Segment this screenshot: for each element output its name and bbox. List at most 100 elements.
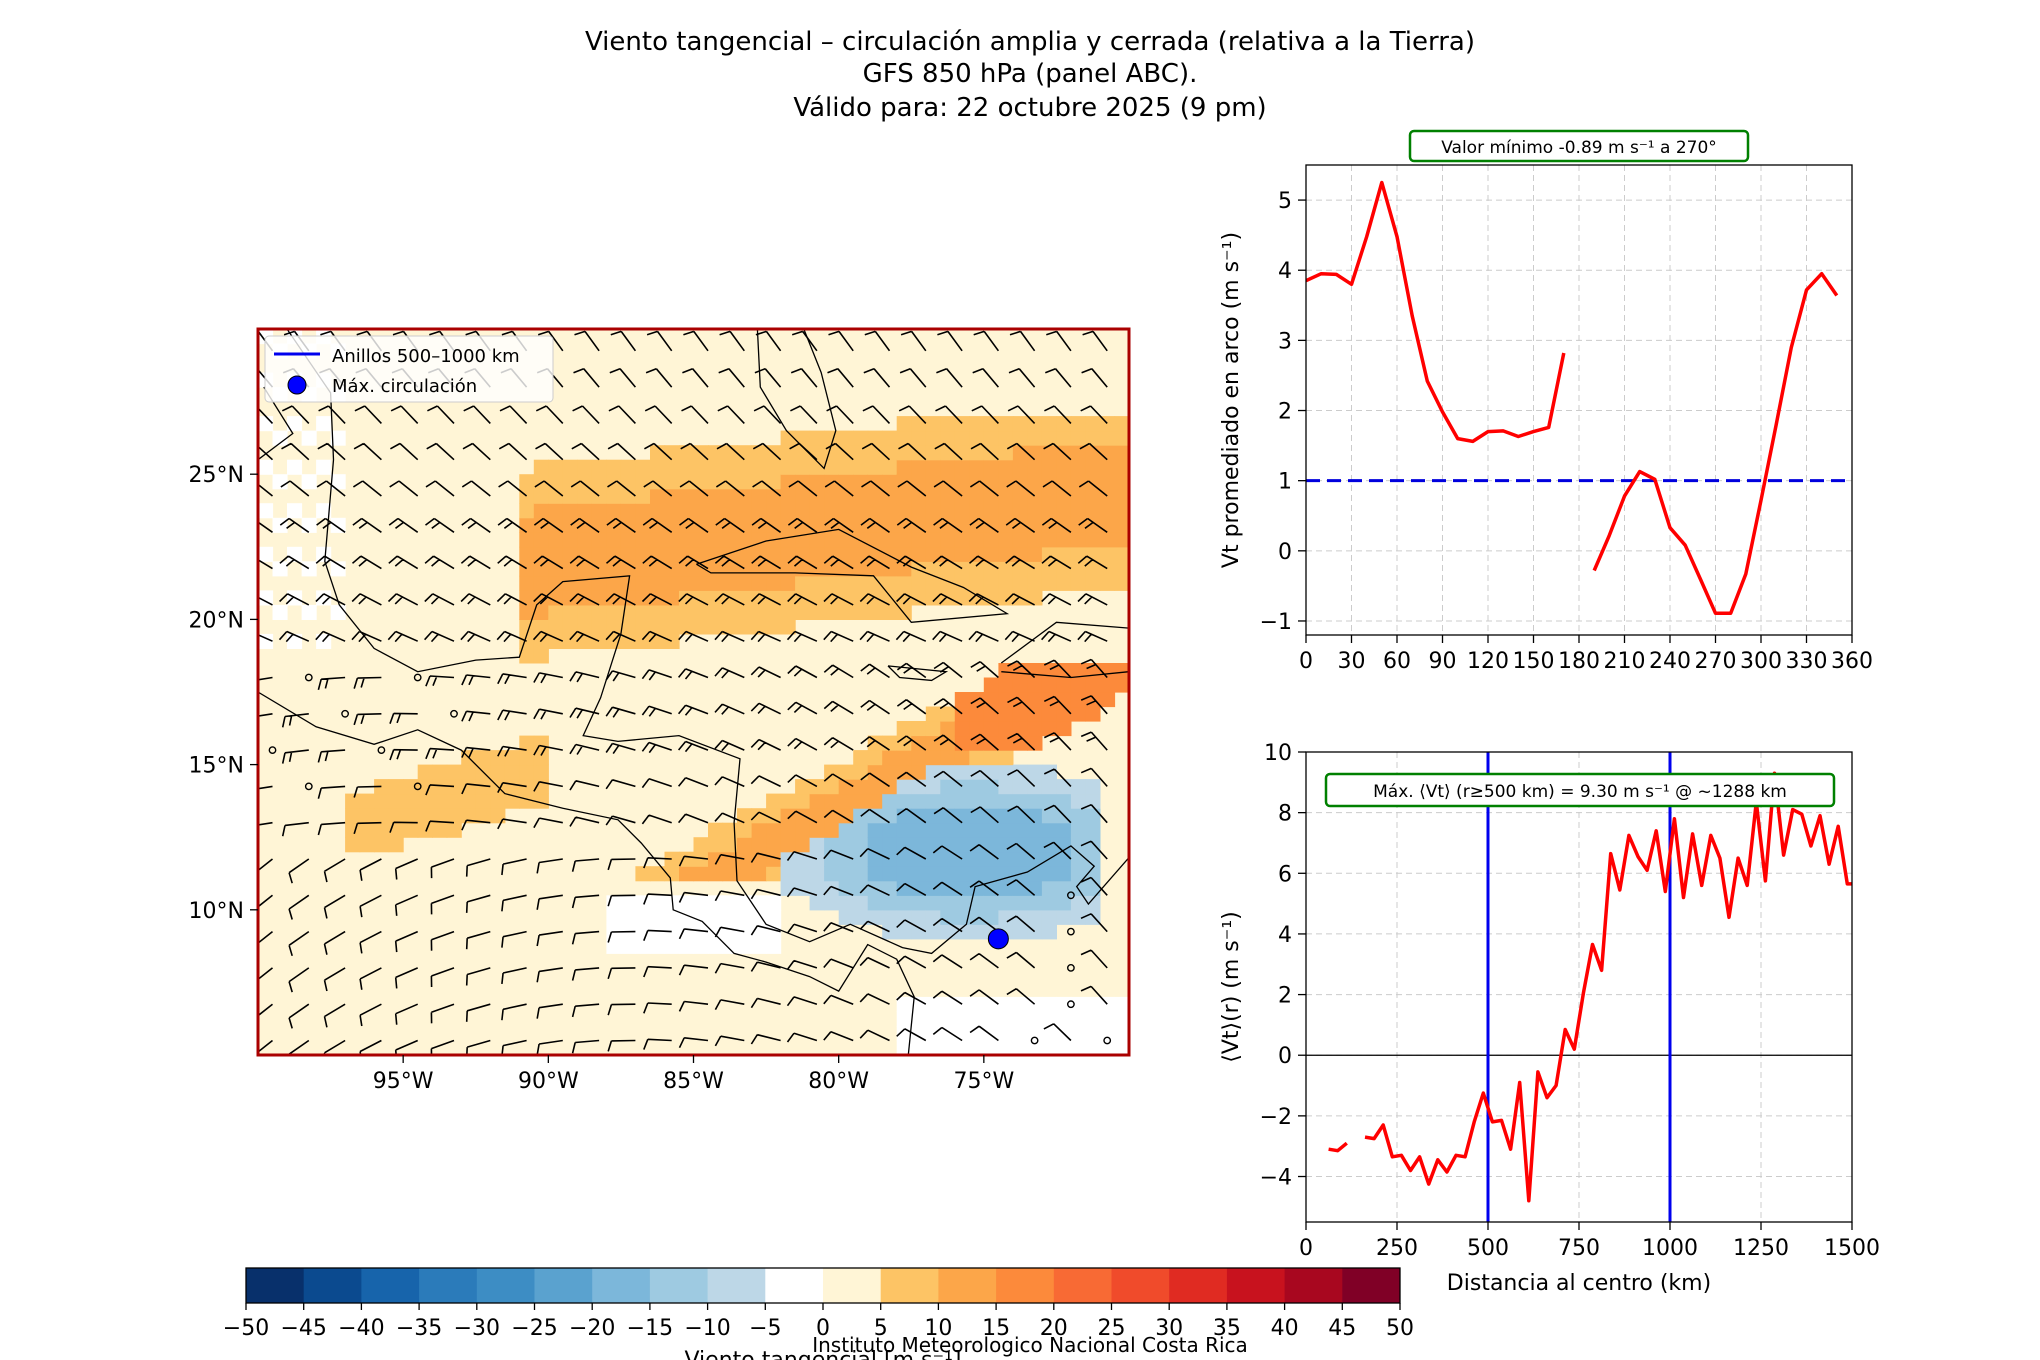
field-cell (780, 503, 796, 519)
colorbar-tick-label: −45 (280, 1316, 326, 1341)
field-cell (635, 938, 651, 954)
field-cell (751, 837, 767, 853)
field-cell (969, 779, 985, 795)
coastline (756, 329, 837, 470)
colorbar-cell (1226, 1268, 1286, 1303)
field-cell (998, 663, 1014, 679)
field-cell (708, 517, 724, 533)
field-cell (983, 750, 999, 766)
field-cell (824, 895, 840, 911)
field-cell (519, 590, 535, 606)
field-cell (533, 561, 549, 577)
field-cell (359, 822, 375, 838)
field-cell (650, 909, 666, 925)
field-cell (954, 909, 970, 925)
map-x-tick-label: 75°W (953, 1069, 1014, 1094)
field-cell (1114, 663, 1129, 679)
field-cell (925, 721, 941, 737)
field-cell (867, 808, 883, 824)
field-cell (374, 837, 390, 853)
field-cell (998, 721, 1014, 737)
field-cell (766, 851, 782, 867)
field-cell (940, 851, 956, 867)
field-cell (824, 837, 840, 853)
field-cell (417, 764, 433, 780)
field-cell (853, 837, 869, 853)
field-cell (1085, 822, 1101, 838)
field-cell (983, 677, 999, 693)
field-cell (1027, 590, 1043, 606)
field-cell (316, 590, 332, 606)
field-cell (577, 517, 593, 533)
field-cell (533, 517, 549, 533)
field-cell (882, 880, 898, 896)
field-cell (998, 895, 1014, 911)
x-tick-label: 500 (1467, 1236, 1509, 1261)
field-cell (867, 430, 883, 446)
field-cell (301, 474, 317, 490)
field-cell (737, 851, 753, 867)
calm-marker (1103, 1036, 1112, 1045)
colorbar-tick-label: −50 (223, 1316, 269, 1341)
field-cell (708, 503, 724, 519)
field-cell (882, 779, 898, 795)
field-cell (780, 459, 796, 475)
field-cell (998, 793, 1014, 809)
field-cell (519, 793, 535, 809)
field-cell (969, 721, 985, 737)
field-cell (766, 822, 782, 838)
field-cell (1041, 880, 1057, 896)
coastline (258, 691, 915, 1055)
field-cell (853, 474, 869, 490)
radial-xlabel: Distancia al centro (km) (1447, 1271, 1711, 1296)
field-cell (1100, 503, 1116, 519)
x-tick-label: 180 (1558, 649, 1600, 674)
field-cell (954, 837, 970, 853)
field-cell (838, 430, 854, 446)
field-cell (1085, 445, 1101, 461)
field-cell (562, 503, 578, 519)
field-cell (1070, 416, 1086, 432)
field-cell (679, 866, 695, 882)
radial-ylabel: ⟨Vt⟩(r) (m s⁻¹) (1219, 911, 1244, 1063)
y-tick-label: −1 (1260, 610, 1292, 635)
colorbar-cell (880, 1268, 939, 1303)
field-cell (722, 604, 738, 620)
field-cell (562, 474, 578, 490)
y-tick-label: 6 (1278, 862, 1292, 887)
field-cell (983, 546, 999, 562)
field-cell (533, 604, 549, 620)
field-cell (432, 779, 448, 795)
field-cell (882, 909, 898, 925)
colorbar-cell (476, 1268, 535, 1303)
colorbar-label: Viento tangencial [m s⁻¹] (684, 1348, 961, 1360)
colorbar-tick-label: 30 (1155, 1316, 1183, 1341)
field-cell (562, 575, 578, 591)
field-cell (1056, 895, 1072, 911)
field-cell (1027, 663, 1043, 679)
colorbar-tick-label: −5 (749, 1316, 781, 1341)
field-cell (853, 488, 869, 504)
field-cell (1056, 880, 1072, 896)
field-cell (591, 561, 607, 577)
field-cell (824, 546, 840, 562)
field-cell (1070, 677, 1086, 693)
field-cell (795, 445, 811, 461)
colorbar-tick-label: 45 (1328, 1316, 1356, 1341)
field-cell (795, 503, 811, 519)
field-cell (1056, 779, 1072, 795)
field-cell (577, 532, 593, 548)
calm-marker (1067, 1000, 1075, 1009)
field-cell (1027, 1040, 1043, 1055)
field-cell (533, 590, 549, 606)
field-cell (519, 779, 535, 795)
field-cell (766, 808, 782, 824)
field-cell (1100, 1026, 1116, 1042)
field-cell (1070, 445, 1086, 461)
field-cell (1041, 996, 1057, 1012)
field-cell (1114, 532, 1129, 548)
field-cell (882, 517, 898, 533)
footer-credit: Instituto Meteorologico Nacional Costa R… (812, 1333, 1248, 1357)
azimuth-annotation-box (1408, 129, 1750, 163)
field-cell (751, 909, 767, 925)
